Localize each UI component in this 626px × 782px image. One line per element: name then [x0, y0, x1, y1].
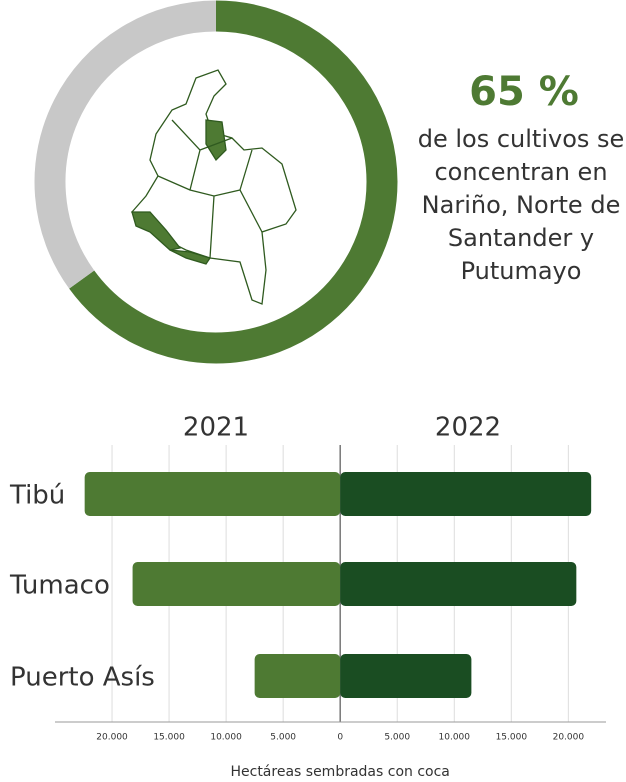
x-tick-label: 15.000: [153, 733, 185, 743]
bar: [340, 472, 592, 516]
x-tick-label: 5.000: [384, 733, 410, 743]
x-tick-label: 15.000: [496, 733, 528, 743]
x-tick-label: 0: [337, 733, 343, 743]
category-label: Tibú: [9, 481, 65, 511]
bar: [340, 654, 472, 698]
donut-note: de los cultivos se concentran en Nariño,…: [417, 125, 625, 285]
bar: [254, 654, 341, 698]
x-tick-label: 20.000: [553, 733, 585, 743]
donut-segment: [34, 0, 217, 289]
category-label: Tumaco: [9, 571, 110, 601]
x-axis-label: Hectáreas sembradas con coca: [230, 764, 449, 780]
x-tick-label: 20.000: [96, 733, 128, 743]
x-tick-label: 10.000: [210, 733, 242, 743]
series-header: 2021: [183, 413, 249, 443]
bar: [132, 562, 341, 606]
bar: [84, 472, 341, 516]
donut-value-label: 65 %: [469, 69, 579, 115]
x-tick-label: 5.000: [270, 733, 296, 743]
donut: [34, 0, 398, 364]
bar: [340, 562, 577, 606]
x-tick-label: 10.000: [439, 733, 471, 743]
map: [130, 69, 297, 305]
series-header: 2022: [435, 413, 501, 443]
category-label: Puerto Asís: [10, 663, 155, 693]
donut-segment: [69, 0, 398, 364]
